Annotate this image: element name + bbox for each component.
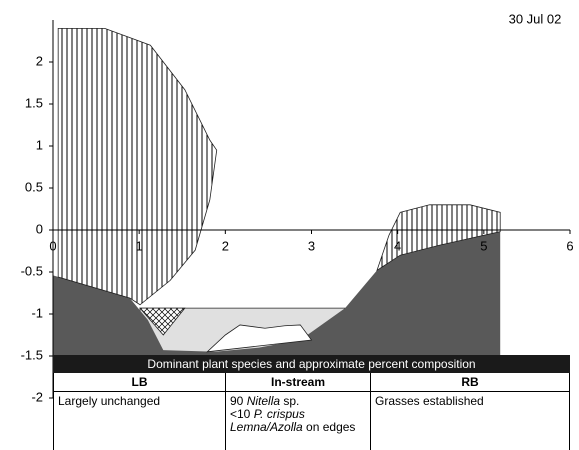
text-run: 90 <box>230 394 247 408</box>
cell-line: Grasses established <box>375 395 565 408</box>
cell-line: Lemna/Azolla on edges <box>230 421 366 434</box>
text-run: Nitella <box>247 394 280 408</box>
y-tick-label: -1 <box>31 305 43 320</box>
y-tick-label: 2 <box>36 53 43 68</box>
y-tick-label: -1.5 <box>21 347 43 362</box>
page: 30 Jul 02 -2 -1.5 -1 -0.5 0 0.5 1 1.5 2 0 1 2 3 4 5 6 D… <box>0 0 579 450</box>
y-tick-label: 1.5 <box>25 95 43 110</box>
table-title: Dominant plant species and approximate p… <box>53 355 570 373</box>
text-run: Lemna/Azolla <box>230 420 303 434</box>
x-tick-label: 4 <box>394 238 401 253</box>
region <box>58 28 217 304</box>
y-tick-label: -2 <box>31 389 43 404</box>
x-tick-label: 1 <box>136 238 143 253</box>
text-run: on edges <box>303 420 356 434</box>
x-tick-label: 0 <box>49 238 56 253</box>
text-run: Largely unchanged <box>58 394 160 408</box>
column-header: In-stream <box>225 373 370 392</box>
column-header: LB <box>53 373 225 392</box>
x-tick-label: 2 <box>222 238 229 253</box>
table: Dominant plant species and approximate p… <box>53 355 570 450</box>
cell-line: Largely unchanged <box>58 395 221 408</box>
body-row: Largely unchanged 90 Nitella sp. <10 P. cr… <box>53 392 570 450</box>
x-tick-label: 5 <box>480 238 487 253</box>
table-cell: Grasses established <box>370 392 570 450</box>
x-tick-label: 6 <box>566 238 573 253</box>
date-label: 30 Jul 02 <box>509 11 562 26</box>
y-tick-label: 0.5 <box>25 179 43 194</box>
text-run: Grasses established <box>375 394 484 408</box>
x-tick-label: 3 <box>308 238 315 253</box>
text-run: sp. <box>280 394 299 408</box>
y-tick-label: -0.5 <box>21 263 43 278</box>
column-header: RB <box>370 373 570 392</box>
y-tick-label: 0 <box>36 221 43 236</box>
text-run: P. crispus <box>254 407 305 421</box>
table-cell: Largely unchanged <box>53 392 225 450</box>
text-run: <10 <box>230 407 254 421</box>
y-tick-label: 1 <box>36 137 43 152</box>
